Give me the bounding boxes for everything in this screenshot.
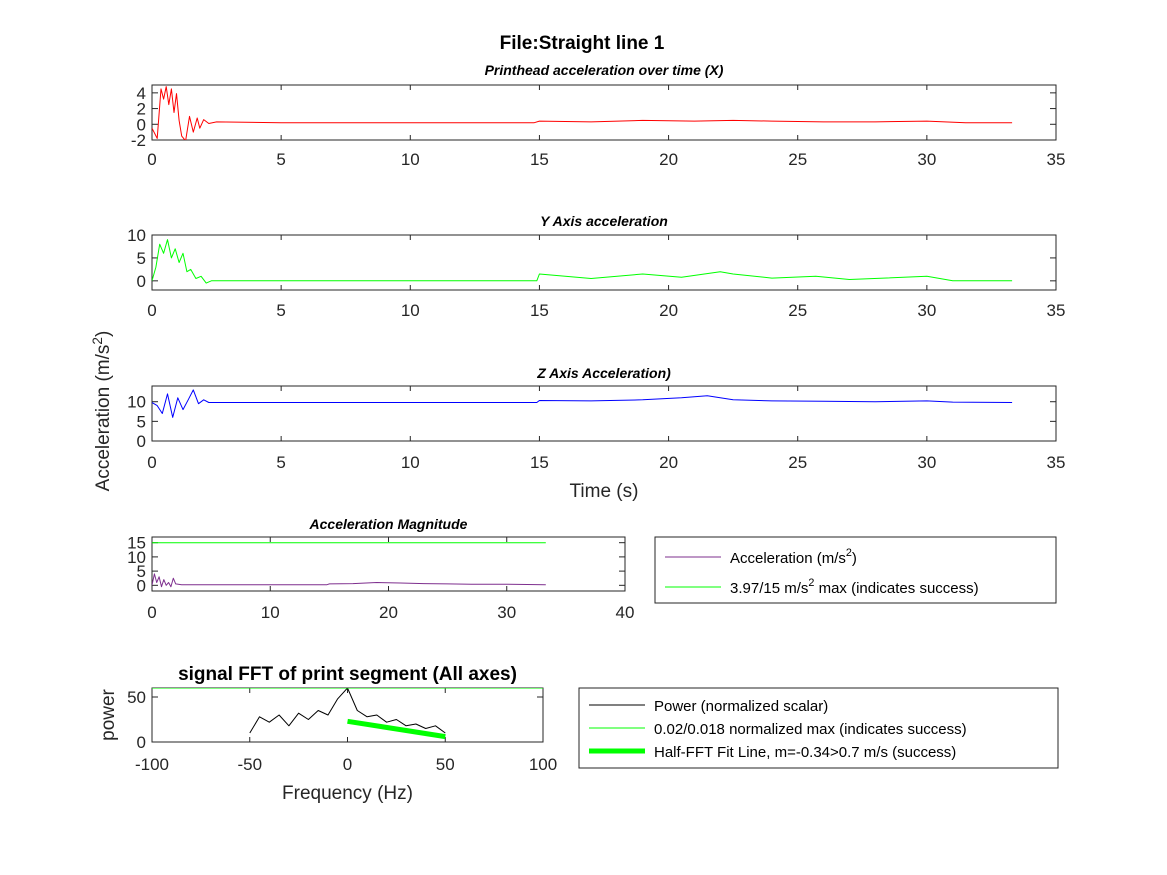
y-tick-label: 0 <box>137 733 146 752</box>
shared-y-axis-label: Acceleration (m/s2​) <box>90 331 114 492</box>
x-tick-label: 50 <box>436 755 455 774</box>
axes-box <box>151 84 1057 141</box>
x-tick-label: 20 <box>379 603 398 622</box>
x-tick-label: 15 <box>530 453 549 472</box>
x-tick-label: 40 <box>616 603 635 622</box>
y-tick-label: 10 <box>127 393 146 412</box>
x-tick-label: 15 <box>530 301 549 320</box>
axes-box <box>151 687 544 743</box>
axes-box <box>151 234 1057 291</box>
y-tick-label: 10 <box>127 548 146 567</box>
x-tick-label: -100 <box>135 755 169 774</box>
x-tick-label: 10 <box>401 453 420 472</box>
x-tick-label: 20 <box>659 150 678 169</box>
x-tick-label: 5 <box>276 453 285 472</box>
x-tick-label: 35 <box>1047 301 1066 320</box>
x-tick-label: 10 <box>261 603 280 622</box>
x-tick-label: 30 <box>497 603 516 622</box>
subplot-5: -100 -50 0 50 100 0 50 signal FFT of print segm… <box>98 664 557 804</box>
subplot-2: 0 5 10 15 20 25 30 35 0 5 10 Y Axis acceleration <box>127 213 1065 320</box>
legend-entry: Acceleration (m/s2​) <box>730 547 857 567</box>
y-tick-label: 50 <box>127 688 146 707</box>
x-axis-label: Frequency (Hz) <box>282 783 413 804</box>
x-tick-label: 5 <box>276 150 285 169</box>
series-line-1 <box>152 239 1013 284</box>
series-line-1 <box>249 688 446 734</box>
subplot-title: Z Axis Acceleration) <box>536 365 671 381</box>
series-group <box>152 86 1013 140</box>
y-tick-label: -2 <box>131 131 146 150</box>
series-group <box>152 239 1013 284</box>
x-tick-label: 30 <box>917 301 936 320</box>
legend-box <box>578 687 1059 769</box>
y-tick-label: 0 <box>137 115 146 134</box>
y-tick-label: 5 <box>137 249 146 268</box>
legend-entry: 0.02/0.018 normalized max (indicates suc… <box>654 721 967 738</box>
legend-entry: 3.97/15 m/s2​ max (indicates success) <box>730 577 979 597</box>
y-tick-label: 5 <box>137 562 146 581</box>
x-tick-label: 0 <box>343 755 352 774</box>
series-group <box>152 389 1013 418</box>
x-tick-label: 30 <box>917 453 936 472</box>
x-tick-label: 20 <box>659 301 678 320</box>
y-tick-label: 15 <box>127 534 146 553</box>
figure-title: File:Straight line 1 <box>500 33 665 54</box>
x-tick-label: 35 <box>1047 150 1066 169</box>
y-tick-label: 0 <box>137 576 146 595</box>
x-tick-label: 15 <box>530 150 549 169</box>
axes-box <box>151 385 1057 442</box>
x-tick-label: -50 <box>237 755 262 774</box>
series-line-1 <box>152 86 1013 140</box>
y-tick-label: 5 <box>137 412 146 431</box>
x-tick-label: 10 <box>401 301 420 320</box>
x-tick-label: 20 <box>659 453 678 472</box>
x-tick-label: 0 <box>147 301 156 320</box>
series-line-1 <box>152 389 1013 418</box>
legend-fft: Power (normalized scalar) 0.02/0.018 norm… <box>578 687 1059 769</box>
x-tick-label: 0 <box>147 453 156 472</box>
x-axis-label: Time (s) <box>570 481 639 502</box>
y-axis-label: power <box>98 688 119 740</box>
x-tick-label: 30 <box>917 150 936 169</box>
legend-magnitude: Acceleration (m/s2​) 3.97/15 m/s2​ max (i… <box>654 536 1057 604</box>
x-tick-label: 5 <box>276 301 285 320</box>
y-tick-label: 10 <box>127 226 146 245</box>
legend-box <box>654 536 1057 604</box>
series-group <box>152 542 546 588</box>
subplot-title: signal FFT of print segment (All axes) <box>178 664 517 685</box>
x-tick-label: 25 <box>788 301 807 320</box>
series-group <box>152 688 543 740</box>
y-tick-label: 0 <box>137 272 146 291</box>
y-tick-label: 2 <box>137 100 146 119</box>
axes-box <box>151 536 626 592</box>
legend-entry: Half-FFT Fit Line, m=-0.34>0.7 m/s (succ… <box>654 744 956 761</box>
x-tick-label: 10 <box>401 150 420 169</box>
subplot-title: Y Axis acceleration <box>540 213 668 229</box>
x-tick-label: 0 <box>147 603 156 622</box>
legend-entry: Power (normalized scalar) <box>654 698 828 715</box>
x-tick-label: 35 <box>1047 453 1066 472</box>
subplot-title: Acceleration Magnitude <box>309 516 468 532</box>
x-tick-label: 0 <box>147 150 156 169</box>
subplot-title: Printhead acceleration over time (X) <box>485 62 724 78</box>
y-tick-label: 0 <box>137 432 146 451</box>
x-tick-label: 25 <box>788 150 807 169</box>
y-tick-label: 4 <box>137 84 146 103</box>
x-tick-label: 25 <box>788 453 807 472</box>
x-tick-label: 100 <box>529 755 557 774</box>
series-line-1 <box>152 573 546 588</box>
series-line-3 <box>347 718 446 740</box>
